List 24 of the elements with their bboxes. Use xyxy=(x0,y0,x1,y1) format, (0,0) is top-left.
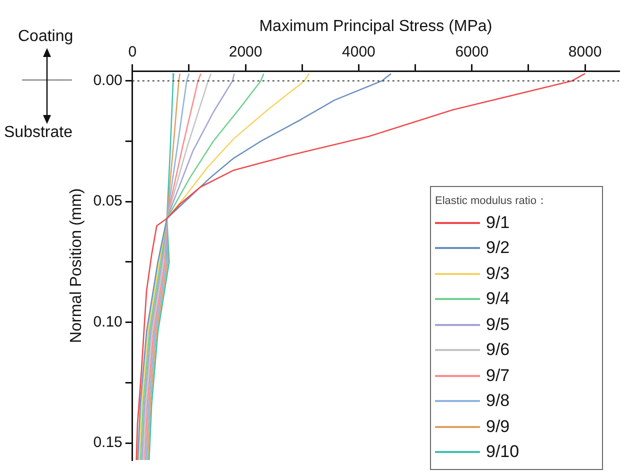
y-tick-label: 0.15 xyxy=(93,434,122,452)
legend-label: 9/1 xyxy=(486,212,510,233)
legend-label: 9/3 xyxy=(486,264,510,284)
text: Substrate xyxy=(4,124,72,142)
legend-title: Elastic modulus ratio： xyxy=(435,194,548,208)
x-tick-label: 8000 xyxy=(568,43,602,60)
legend-label: 9/10 xyxy=(486,442,520,462)
y-tick-label: 0.05 xyxy=(93,192,122,210)
legend-label: 9/9 xyxy=(486,416,510,437)
x-axis-title: Maximum Principal Stress (MPa) xyxy=(259,18,492,36)
legend-label: 9/8 xyxy=(486,391,510,412)
text: Coating xyxy=(18,28,74,46)
y-tick-label: 0.00 xyxy=(93,72,122,89)
legend-label: 9/6 xyxy=(486,340,510,360)
y-axis-title: Normal Position (mm) xyxy=(68,188,86,343)
legend-label: 9/7 xyxy=(486,366,510,386)
x-tick-label: 0 xyxy=(128,43,137,60)
x-tick-label: 6000 xyxy=(455,43,489,60)
y-tick-label: 0.10 xyxy=(93,313,122,330)
legend-label: 9/2 xyxy=(486,238,510,258)
legend-label: 9/4 xyxy=(486,289,510,310)
legend-label: 9/5 xyxy=(486,314,510,335)
x-tick-label: 2000 xyxy=(228,43,262,60)
x-tick-label: 4000 xyxy=(342,43,376,60)
